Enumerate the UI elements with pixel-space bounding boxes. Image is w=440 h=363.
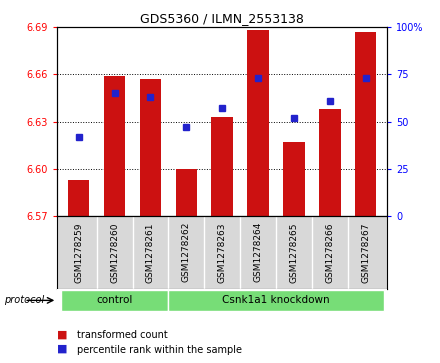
Bar <box>355 32 377 216</box>
Bar <box>176 169 197 216</box>
Text: GSM1278261: GSM1278261 <box>146 222 155 282</box>
Text: percentile rank within the sample: percentile rank within the sample <box>77 344 242 355</box>
Text: GSM1278264: GSM1278264 <box>253 222 263 282</box>
Bar <box>104 76 125 216</box>
Bar <box>283 142 305 216</box>
Bar <box>319 109 341 216</box>
Text: ■: ■ <box>57 344 68 354</box>
Text: GSM1278259: GSM1278259 <box>74 222 83 282</box>
Bar <box>212 117 233 216</box>
Text: GSM1278265: GSM1278265 <box>290 222 298 282</box>
Text: Csnk1a1 knockdown: Csnk1a1 knockdown <box>222 295 330 305</box>
Title: GDS5360 / ILMN_2553138: GDS5360 / ILMN_2553138 <box>140 12 304 25</box>
Bar <box>140 79 161 216</box>
Bar <box>169 290 384 311</box>
Text: GSM1278262: GSM1278262 <box>182 222 191 282</box>
Text: GSM1278266: GSM1278266 <box>325 222 334 282</box>
Text: protocol: protocol <box>4 295 44 305</box>
Bar <box>61 290 169 311</box>
Bar <box>247 30 269 216</box>
Text: ■: ■ <box>57 329 68 339</box>
Text: GSM1278267: GSM1278267 <box>361 222 370 282</box>
Text: GSM1278263: GSM1278263 <box>218 222 227 282</box>
Text: GSM1278260: GSM1278260 <box>110 222 119 282</box>
Text: control: control <box>96 295 133 305</box>
Text: transformed count: transformed count <box>77 330 168 340</box>
Bar <box>68 180 89 216</box>
